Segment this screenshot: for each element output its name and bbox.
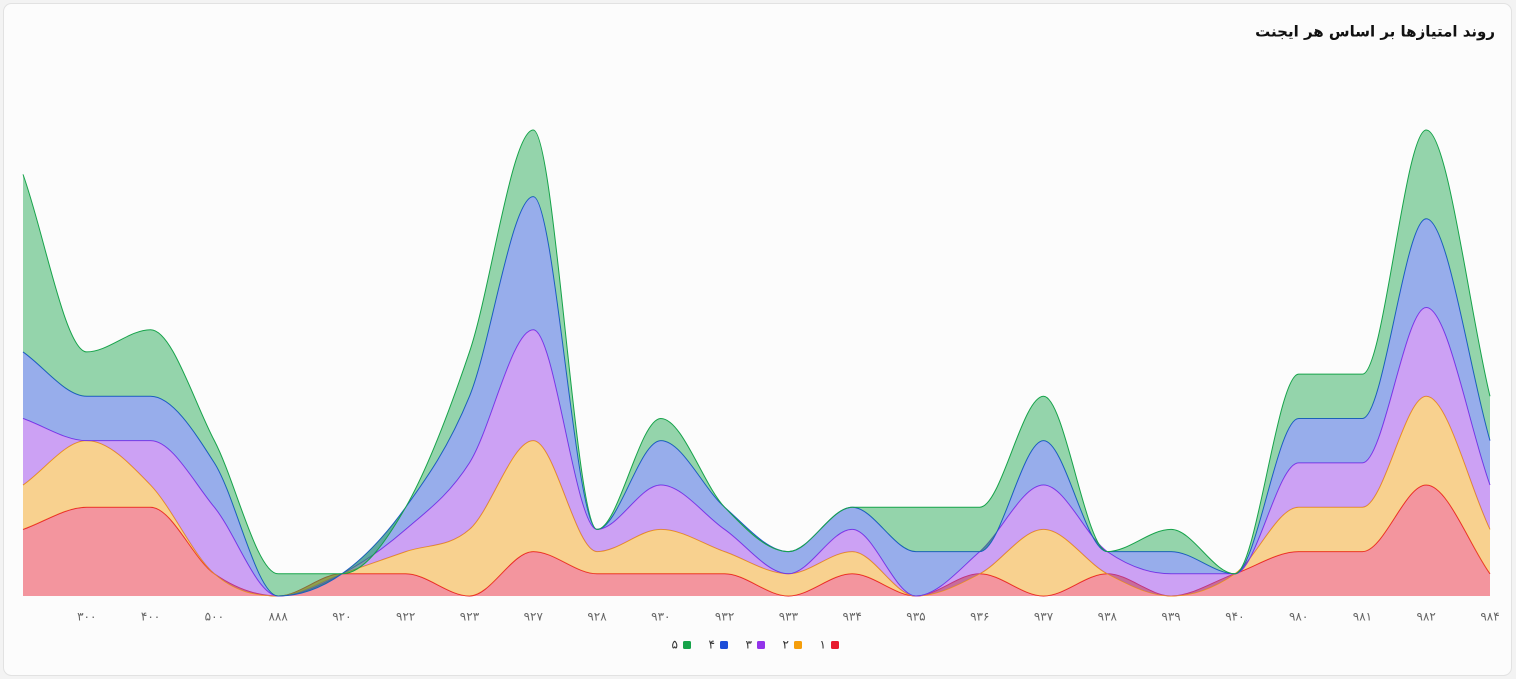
x-tick-label: ۹۴۰ <box>1225 610 1244 624</box>
x-tick-label: ۹۸۲ <box>1417 610 1436 624</box>
x-tick-label: ۹۳۲ <box>715 610 734 624</box>
x-tick-label: ۹۲۰ <box>332 610 351 624</box>
x-tick-label: ۹۳۰ <box>651 610 670 624</box>
x-tick-label: ۹۳۵ <box>906 610 925 624</box>
legend-label[interactable]: ۱ <box>820 638 826 652</box>
chart-title: روند امتیازها بر اساس هر ایجنت <box>1255 23 1495 41</box>
x-tick-label: ۹۲۳ <box>460 610 480 624</box>
area-line <box>22 196 1491 597</box>
area-fill <box>23 485 1490 596</box>
x-tick-label: ۹۲۲ <box>396 610 415 624</box>
legend-swatch[interactable] <box>831 641 839 649</box>
area-line <box>22 395 1491 597</box>
x-tick-label: ۳۰۰ <box>77 610 96 624</box>
x-tick-label: ۹۳۷ <box>1034 610 1054 624</box>
legend-label[interactable]: ۵ <box>672 638 678 652</box>
x-tick-label: ۹۸۰ <box>1289 610 1308 624</box>
legend-label[interactable]: ۲ <box>783 638 789 652</box>
x-tick-label: ۸۸۸ <box>268 610 288 624</box>
legend-swatch[interactable] <box>794 641 802 649</box>
x-tick-label: ۹۳۳ <box>779 610 799 624</box>
x-tick-label: ۹۳۴ <box>843 610 862 624</box>
x-tick-label: ۹۸۴ <box>1480 610 1499 624</box>
x-tick-label: ۹۲۸ <box>587 610 607 624</box>
legend-label[interactable]: ۳ <box>746 638 753 652</box>
x-tick-label: ۵۰۰ <box>205 610 224 624</box>
x-tick-label: ۹۲۷ <box>524 610 544 624</box>
x-tick-label: ۴۰۰ <box>141 610 160 624</box>
legend-label[interactable]: ۴ <box>709 638 715 652</box>
legend-swatch[interactable] <box>720 641 728 649</box>
x-tick-label: ۹۳۸ <box>1098 610 1118 624</box>
legend-swatch[interactable] <box>683 641 691 649</box>
card <box>3 3 1512 676</box>
legend-swatch[interactable] <box>757 641 765 649</box>
x-tick-label: ۹۳۹ <box>1161 610 1180 624</box>
x-tick-label: ۹۳۶ <box>970 610 989 624</box>
x-tick-label: ۹۸۱ <box>1353 610 1372 624</box>
area-line <box>22 129 1491 575</box>
